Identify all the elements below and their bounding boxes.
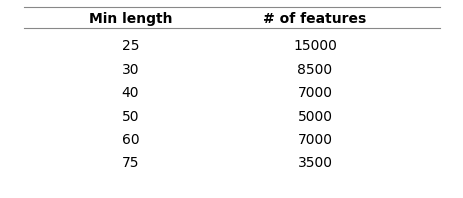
Text: 60: 60 xyxy=(121,133,139,147)
Text: 75: 75 xyxy=(121,156,139,170)
Text: 7000: 7000 xyxy=(297,86,332,100)
Text: 8500: 8500 xyxy=(297,63,332,77)
Text: 3500: 3500 xyxy=(297,156,332,170)
Text: 40: 40 xyxy=(121,86,139,100)
Text: 15000: 15000 xyxy=(293,39,336,53)
Text: 7000: 7000 xyxy=(297,133,332,147)
Text: # of features: # of features xyxy=(263,12,366,26)
Text: 50: 50 xyxy=(121,109,139,124)
Text: 25: 25 xyxy=(121,39,139,53)
Text: Min length: Min length xyxy=(88,12,172,26)
Text: 30: 30 xyxy=(121,63,139,77)
Text: 5000: 5000 xyxy=(297,109,332,124)
